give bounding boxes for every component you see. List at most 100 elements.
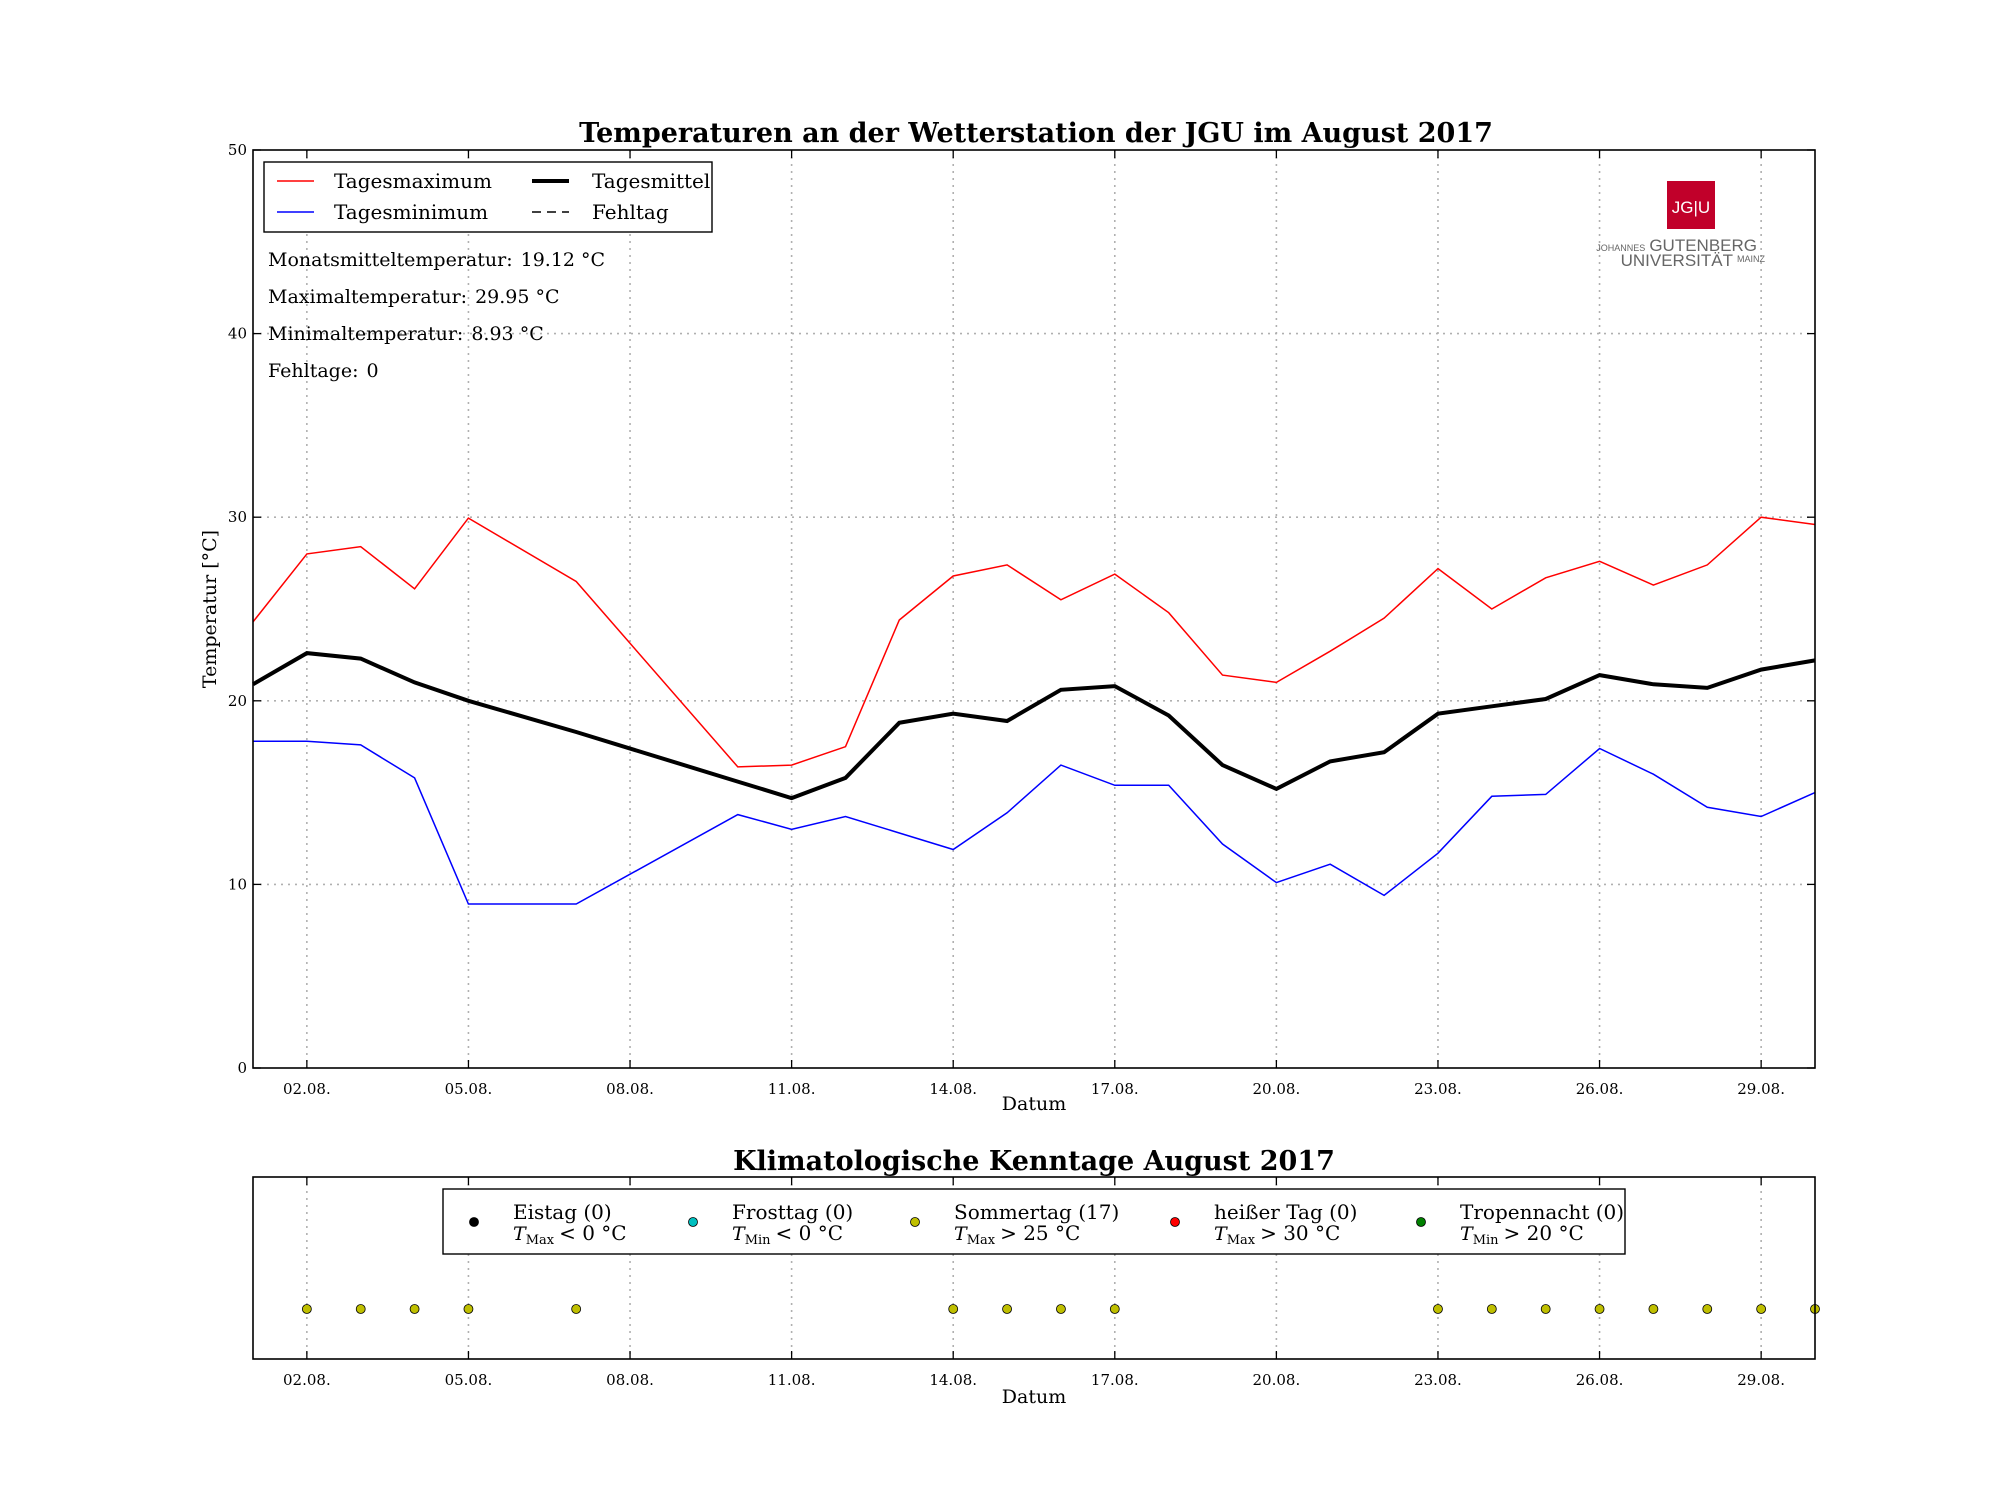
condition-var: T: [732, 1223, 746, 1245]
series-line-tagesmittel: [251, 651, 1816, 801]
kenntage-legend-condition: TMax < 0 °C: [513, 1221, 627, 1248]
stat-max-temperature: Maximaltemperatur: 29.95 °C: [268, 286, 560, 308]
kenntage-x-tick-label: 05.08.: [445, 1371, 493, 1389]
legend-label-tagesmaximum: Tagesmaximum: [334, 169, 492, 193]
condition-var: T: [954, 1223, 968, 1245]
kenntage-ticks: 02.08. 05.08. 08.08. 11.08. 14.08. 17.08. 20.0…: [283, 1177, 1785, 1389]
main-y-tick-label: 20: [228, 692, 247, 710]
legend-label-tagesminimum: Tagesminimum: [334, 200, 488, 224]
main-chart-title: Temperaturen an der Wetterstation der JG…: [579, 118, 1493, 149]
sommertag-marker: [1002, 1304, 1012, 1314]
main-x-axis-label: Datum: [1002, 1093, 1066, 1115]
stat-mean-label: Monatsmitteltemperatur:: [268, 249, 513, 271]
series-line-tagesmaximum: [252, 516, 1816, 768]
condition-rest: > 30 °C: [1260, 1221, 1340, 1245]
kenntage-x-tick-label: 11.08.: [768, 1371, 816, 1389]
sommertag-marker: [948, 1304, 959, 1314]
stat-min-value: 8.93 °C: [471, 323, 543, 345]
stat-missing-value: 0: [366, 360, 378, 382]
kenntage-x-tick-label: 08.08.: [606, 1371, 654, 1389]
main-ticks: 02.08. 05.08. 08.08. 11.08. 14.08. 17.08. 20.0…: [228, 141, 1815, 1098]
jgu-logo-johannes: JOHANNES: [1596, 243, 1645, 253]
kenntage-x-tick-label: 23.08.: [1414, 1371, 1462, 1389]
sommertag-marker: [1109, 1304, 1120, 1314]
kenntage-x-tick-label: 02.08.: [283, 1371, 331, 1389]
kenntage-legend-marker-sommertag-17: [910, 1217, 920, 1227]
main-plot-frame: [252, 149, 1816, 1069]
main-x-tick-label: 26.08.: [1576, 1080, 1624, 1098]
main-x-tick-label: 11.08.: [768, 1080, 816, 1098]
jgu-logo-universitaet: UNIVERSITÄT: [1621, 251, 1733, 270]
jgu-logo-mark-text: JG|U: [1672, 198, 1710, 217]
main-legend: Tagesmaximum Tagesminimum Tagesmittel Fe…: [263, 161, 713, 233]
kenntage-legend-label: heißer Tag (0): [1214, 1200, 1357, 1224]
kenntage-legend-condition: TMax > 30 °C: [1214, 1221, 1340, 1248]
main-x-tick-label: 05.08.: [445, 1080, 493, 1098]
kenntage-legend-marker-hei-er-tag-0: [1170, 1217, 1180, 1227]
kenntage-legend-label: Sommertag (17): [954, 1200, 1119, 1224]
legend-label-tagesmittel: Tagesmittel: [592, 169, 710, 193]
stat-missing-days: Fehltage: 0: [268, 360, 379, 382]
sommertag-marker: [1594, 1304, 1605, 1314]
jgu-logo-mark: [1667, 181, 1715, 229]
sommertag-marker: [1540, 1304, 1551, 1314]
main-y-tick-label: 0: [237, 1059, 247, 1077]
jgu-logo-line1: JOHANNES GUTENBERG: [1596, 236, 1757, 255]
kenntage-chart-title: Klimatologische Kenntage August 2017: [733, 1146, 1335, 1177]
condition-var: T: [1460, 1223, 1474, 1245]
kenntage-x-tick-label: 20.08.: [1253, 1371, 1301, 1389]
stat-mean-value: 19.12 °C: [521, 249, 605, 271]
main-y-tick-label: 50: [228, 141, 247, 159]
kenntage-x-tick-label: 17.08.: [1091, 1371, 1139, 1389]
stat-missing-label: Fehltage:: [268, 360, 358, 382]
main-y-axis-label: Temperatur [°C]: [199, 530, 221, 688]
kenntage-legend-condition: TMax > 25 °C: [954, 1221, 1080, 1248]
main-x-tick-label: 08.08.: [606, 1080, 654, 1098]
sommertag-marker: [1486, 1304, 1497, 1314]
kenntage-markers: [301, 1304, 1820, 1314]
legend-label-fehltag: Fehltag: [592, 200, 669, 224]
main-grid: [253, 150, 1815, 1068]
stat-min-temperature: Minimaltemperatur: 8.93 °C: [268, 323, 544, 345]
kenntage-legend-label: Frosttag (0): [732, 1200, 853, 1224]
stat-max-label: Maximaltemperatur:: [268, 286, 467, 308]
jgu-logo-mainz: MAINZ: [1737, 254, 1766, 264]
condition-rest: < 0 °C: [776, 1221, 844, 1245]
sommertag-marker: [1056, 1304, 1066, 1314]
kenntage-legend-label: Tropennacht (0): [1460, 1200, 1624, 1224]
kenntage-legend-box: [442, 1188, 1626, 1255]
kenntage-legend-condition: TMin < 0 °C: [732, 1221, 843, 1248]
main-x-tick-label: 17.08.: [1091, 1080, 1139, 1098]
kenntage-legend-marker-eistag-0: [469, 1217, 479, 1227]
condition-sub: Max: [967, 1233, 996, 1248]
kenntage-grid: [306, 1177, 1762, 1359]
sommertag-marker: [1433, 1304, 1443, 1314]
condition-sub: Min: [745, 1233, 771, 1248]
jgu-logo: JG|U JOHANNES GUTENBERG UNIVERSITÄT MAINZ: [1596, 181, 1766, 270]
main-x-tick-label: 23.08.: [1414, 1080, 1462, 1098]
sommertag-marker: [463, 1304, 474, 1314]
main-y-tick-label: 30: [228, 508, 247, 526]
condition-var: T: [1214, 1223, 1228, 1245]
stats-annotations: Monatsmitteltemperatur: 19.12 °C Maximalt…: [268, 249, 605, 382]
series-line-tagesminimum: [253, 740, 1816, 905]
kenntage-legend-label: Eistag (0): [513, 1200, 612, 1224]
stat-max-value: 29.95 °C: [475, 286, 559, 308]
kenntage-x-tick-label: 14.08.: [929, 1371, 977, 1389]
condition-sub: Min: [1473, 1233, 1499, 1248]
sommertag-marker: [1648, 1304, 1659, 1314]
condition-rest: > 20 °C: [1504, 1221, 1584, 1245]
kenntage-legend-marker-tropennacht-0: [1416, 1217, 1426, 1227]
main-x-tick-label: 14.08.: [929, 1080, 977, 1098]
kenntage-x-tick-label: 26.08.: [1576, 1371, 1624, 1389]
condition-sub: Max: [1227, 1233, 1256, 1248]
main-x-tick-label: 02.08.: [283, 1080, 331, 1098]
condition-rest: < 0 °C: [559, 1221, 627, 1245]
sommertag-marker: [355, 1304, 366, 1314]
condition-sub: Max: [526, 1233, 555, 1248]
jgu-logo-gutenberg: GUTENBERG: [1649, 236, 1757, 255]
kenntage-x-axis-label: Datum: [1002, 1386, 1066, 1408]
main-x-tick-label: 20.08.: [1253, 1080, 1301, 1098]
